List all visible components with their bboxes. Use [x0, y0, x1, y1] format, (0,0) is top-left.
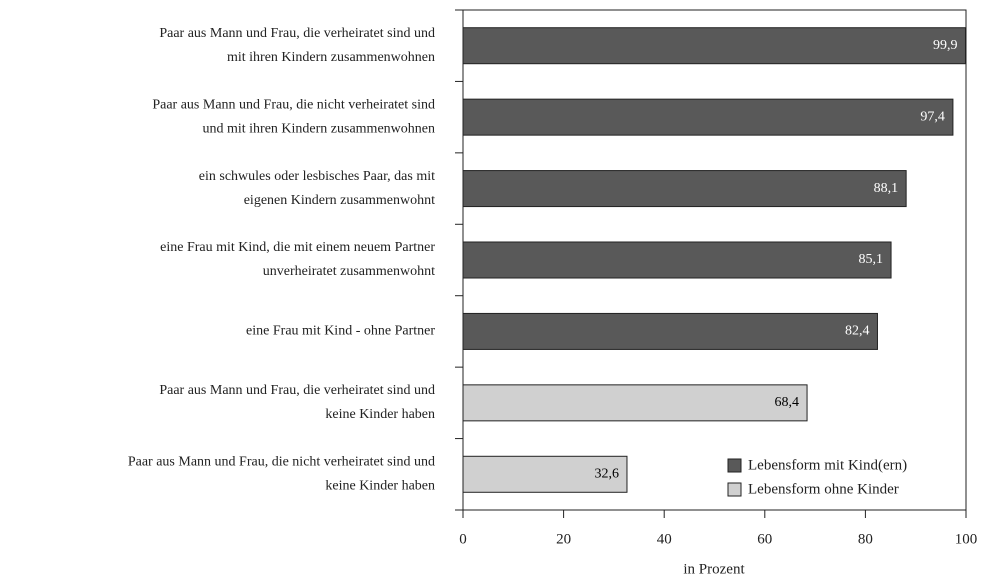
- y-tick-label: eigenen Kindern zusammenwohnt: [244, 193, 435, 208]
- y-tick-label: mit ihren Kindern zusammenwohnen: [227, 50, 435, 65]
- bar: [462, 27, 966, 65]
- y-tick-label: unverheiratet zusammenwohnt: [263, 264, 435, 279]
- value-label: 68,4: [775, 395, 800, 410]
- bar: [462, 170, 907, 208]
- x-tick-label: 40: [657, 531, 672, 547]
- value-label: 97,4: [920, 109, 945, 124]
- x-tick-label: 100: [955, 531, 978, 547]
- y-tick-label: keine Kinder haben: [325, 479, 435, 494]
- bar: [462, 312, 878, 350]
- value-label: 99,9: [933, 38, 958, 53]
- x-tick-label: 0: [459, 531, 467, 547]
- y-tick-label: Paar aus Mann und Frau, die nicht verhei…: [128, 455, 435, 470]
- y-tick-label: keine Kinder haben: [325, 407, 435, 422]
- legend-label: Lebensform mit Kind(ern): [748, 457, 907, 473]
- legend-swatch: [727, 482, 742, 497]
- legend-swatch: [727, 458, 742, 473]
- x-tick-label: 80: [858, 531, 873, 547]
- value-label: 82,4: [845, 324, 870, 339]
- value-label: 85,1: [859, 252, 884, 267]
- legend-label: Lebensform ohne Kinder: [748, 481, 899, 497]
- x-tick-label: 60: [757, 531, 772, 547]
- value-label: 88,1: [874, 181, 899, 196]
- bar: [462, 241, 892, 279]
- bar: [462, 384, 808, 422]
- value-label: 32,6: [594, 467, 619, 482]
- bar: [462, 455, 628, 493]
- y-tick-label: Paar aus Mann und Frau, die verheiratet …: [159, 383, 435, 398]
- y-tick-label: eine Frau mit Kind - ohne Partner: [246, 324, 435, 339]
- bar: [462, 98, 954, 136]
- x-axis-label: in Prozent: [683, 561, 745, 577]
- x-tick-label: 20: [556, 531, 571, 547]
- y-tick-label: Paar aus Mann und Frau, die nicht verhei…: [152, 97, 435, 112]
- y-tick-label: Paar aus Mann und Frau, die verheiratet …: [159, 26, 435, 41]
- y-tick-label: ein schwules oder lesbisches Paar, das m…: [199, 169, 435, 184]
- y-tick-label: eine Frau mit Kind, die mit einem neuem …: [160, 240, 435, 255]
- y-tick-label: und mit ihren Kindern zusammenwohnen: [202, 121, 435, 136]
